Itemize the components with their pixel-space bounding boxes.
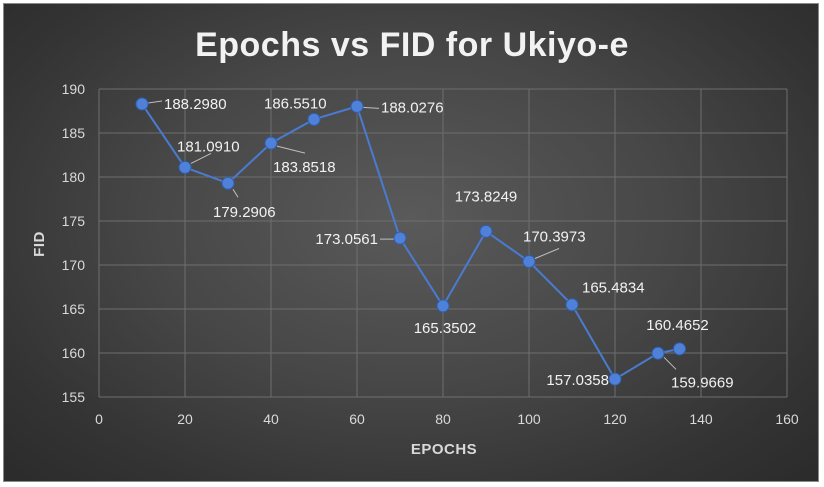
x-tick-label: 160 [775, 411, 799, 427]
data-label: 181.0910 [177, 138, 240, 155]
y-tick-label: 175 [62, 213, 86, 229]
data-label: 188.2980 [164, 96, 227, 113]
data-label: 183.8518 [273, 159, 336, 176]
data-point [608, 372, 622, 386]
x-tick-label: 100 [517, 411, 541, 427]
data-label: 157.0358 [546, 372, 609, 389]
x-tick-label: 20 [177, 411, 193, 427]
y-tick-label: 160 [62, 345, 86, 361]
data-point [221, 176, 235, 190]
data-labels: 188.2980 181.0910 179.2906 183.8518 186.5510… [164, 95, 734, 391]
x-tick-label: 60 [349, 411, 365, 427]
label-leader [276, 145, 306, 154]
data-label: 173.0561 [315, 231, 378, 248]
data-point [673, 342, 686, 356]
data-point [522, 255, 536, 269]
x-tick-label: 40 [263, 411, 279, 427]
chart-title: Epochs vs FID for Ukiyo-e [195, 26, 629, 64]
y-tick-label: 180 [62, 169, 86, 185]
label-leader [147, 100, 163, 104]
data-point [436, 299, 450, 313]
chart-area: Epochs vs FID for Ukiyo-e 155 160 165 170 17… [3, 3, 819, 482]
data-point [565, 298, 579, 312]
data-point [135, 97, 149, 111]
x-axis-title: EPOCHS [411, 441, 477, 458]
series-line [141, 103, 680, 381]
label-leader-lines [147, 100, 677, 370]
label-leader [362, 106, 380, 109]
data-point [350, 99, 364, 113]
data-point [264, 136, 278, 150]
series-fid [135, 97, 686, 386]
x-tick-label: 140 [689, 411, 713, 427]
label-leader [232, 188, 239, 198]
data-point [651, 346, 665, 360]
data-label: 173.8249 [455, 188, 518, 205]
data-label: 186.5510 [264, 95, 327, 112]
y-axis-title: FID [31, 231, 48, 257]
data-point [393, 231, 407, 245]
label-leader [663, 356, 677, 370]
axis-ticks: 155 160 165 170 175 180 185 190 0 20 40 60 80 100 120 1… [62, 81, 799, 427]
y-tick-label: 170 [62, 257, 86, 273]
x-tick-label: 0 [95, 411, 103, 427]
data-label: 165.4834 [582, 280, 645, 297]
data-label: 159.9669 [671, 374, 734, 391]
data-label: 165.3502 [414, 320, 477, 337]
line-chart: Epochs vs FID for Ukiyo-e 155 160 165 170 17… [31, 26, 799, 458]
data-label: 179.2906 [213, 204, 276, 221]
data-point [307, 112, 321, 126]
data-label: 160.4652 [646, 317, 709, 334]
data-point [479, 224, 493, 238]
y-tick-label: 155 [62, 389, 86, 405]
label-leader [190, 152, 212, 164]
y-tick-label: 190 [62, 81, 86, 97]
x-tick-label: 120 [603, 411, 627, 427]
data-label: 170.3973 [523, 229, 586, 246]
y-tick-label: 165 [62, 301, 86, 317]
label-leader [534, 248, 560, 259]
y-tick-label: 185 [62, 125, 86, 141]
data-label: 188.0276 [381, 99, 444, 116]
x-tick-label: 80 [435, 411, 451, 427]
data-point [178, 160, 192, 174]
